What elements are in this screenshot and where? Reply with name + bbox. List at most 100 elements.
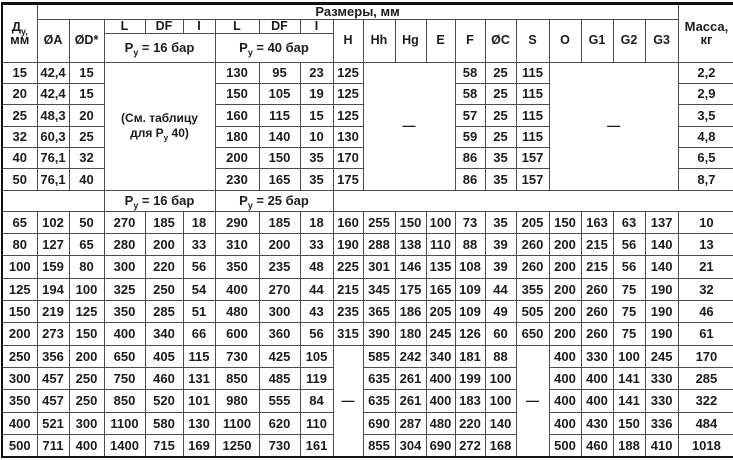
cell: 225 (332, 255, 364, 279)
cell: 163 (580, 210, 614, 235)
cell: 109 (454, 277, 486, 302)
cell: 76,1 (36, 168, 70, 191)
cell: 110 (299, 411, 334, 436)
cell: 141 (612, 367, 646, 391)
cell: 425 (258, 344, 301, 369)
cell: 400 (580, 389, 614, 413)
cell: 180 (214, 125, 260, 148)
cell: 220 (454, 411, 486, 436)
col-header-hg: Hg (394, 18, 427, 63)
cell: 42,4 (36, 82, 70, 106)
cell: 125 (332, 104, 364, 127)
cell: 115 (515, 125, 550, 148)
cell: 245 (644, 344, 679, 369)
cell: 140 (644, 255, 679, 279)
cell: 4,8 (677, 125, 733, 148)
cell: 59 (454, 125, 486, 148)
cell: 150 (68, 322, 105, 346)
cell: 325 (103, 277, 146, 302)
dy-sub: у, (21, 26, 28, 37)
cell: 100 (612, 344, 646, 369)
cell: 200 (548, 255, 582, 279)
cell: 521 (36, 411, 70, 436)
cell: 21 (677, 255, 733, 279)
note-line2-sub: у (163, 133, 169, 143)
cell: 400 (548, 344, 582, 369)
cell: 46 (677, 300, 733, 324)
cell: 980 (214, 389, 260, 413)
cell: 315 (332, 322, 364, 346)
cell: 457 (36, 367, 70, 391)
cell: 76,1 (36, 146, 70, 170)
cell: 160 (332, 210, 364, 235)
cell: 270 (258, 277, 301, 302)
cell: 140 (484, 411, 517, 436)
cell: 301 (362, 255, 396, 279)
cell: 200 (258, 233, 301, 257)
col-header-g1: G1 (580, 18, 614, 63)
cell: 500 (1, 434, 38, 458)
cell: 56 (612, 255, 646, 279)
cell: 350 (214, 255, 260, 279)
cell: 150 (258, 146, 301, 170)
table-row: 300 457 250 750 460 131 850 485 119 635 261 400 … (1, 367, 733, 391)
cell: 336 (644, 411, 679, 436)
cell: 115 (515, 104, 550, 127)
cell: 110 (425, 233, 456, 257)
cell: 35 (484, 168, 517, 191)
cell: 430 (580, 411, 614, 436)
py25-rest: = 25 бар (252, 192, 309, 208)
cell: 165 (425, 277, 456, 302)
cell: 555 (258, 389, 301, 413)
cell: 650 (103, 344, 146, 369)
cell: 125 (332, 82, 364, 106)
cell: 15 (68, 61, 105, 84)
cell: 200 (548, 300, 582, 324)
cell: 125 (68, 300, 105, 324)
cell: 15 (1, 61, 38, 84)
dy-base: Д (11, 18, 22, 34)
cell: 73 (454, 210, 486, 235)
cell: 290 (214, 210, 260, 235)
cell: 35 (484, 210, 517, 235)
cell: 340 (425, 344, 456, 369)
header-row-pressure: Pу = 16 бар Pу = 40 бар (2, 33, 733, 63)
py40-sub: у (247, 47, 253, 58)
cell: 730 (214, 344, 260, 369)
cell: 185 (144, 210, 184, 235)
cell: 13 (677, 233, 733, 257)
col-header-l40: L (214, 18, 260, 35)
note-line2a: для P (130, 126, 164, 141)
cell: 711 (36, 434, 70, 458)
table-row: 500 711 400 1400 715 169 1250 730 161 855 304 69… (1, 434, 733, 458)
cell: 40 (1, 146, 38, 170)
cell: 60,3 (36, 125, 70, 148)
cell: 850 (103, 389, 146, 413)
cell: 273 (36, 322, 70, 346)
cell: 250 (1, 344, 38, 369)
cell: 322 (677, 389, 733, 413)
cell: 138 (394, 233, 427, 257)
cell: 200 (144, 233, 184, 257)
cell: 10 (299, 125, 334, 148)
cell: 261 (394, 367, 427, 391)
cell: 57 (454, 104, 486, 127)
col-header-g3: G3 (644, 18, 679, 63)
cell: 2,9 (677, 82, 733, 106)
cell: 130 (182, 411, 216, 436)
py40-group-header: Pу = 40 бар (214, 33, 334, 63)
cell: 84 (299, 389, 334, 413)
cell: 165 (258, 168, 301, 191)
py25-subheader: Pу = 25 бар (214, 189, 334, 212)
cell: 215 (580, 233, 614, 257)
cell: 32 (677, 277, 733, 302)
cell: 101 (182, 389, 216, 413)
cell: 109 (454, 300, 486, 324)
py16-subheader: Pу = 16 бар (103, 189, 216, 212)
cell: 400 (1, 411, 38, 436)
cell: 42,4 (36, 61, 70, 84)
cell: 260 (580, 300, 614, 324)
table-row: 15 42,4 15 (См. таблицу для Pу 40) 130 95… (1, 61, 733, 191)
